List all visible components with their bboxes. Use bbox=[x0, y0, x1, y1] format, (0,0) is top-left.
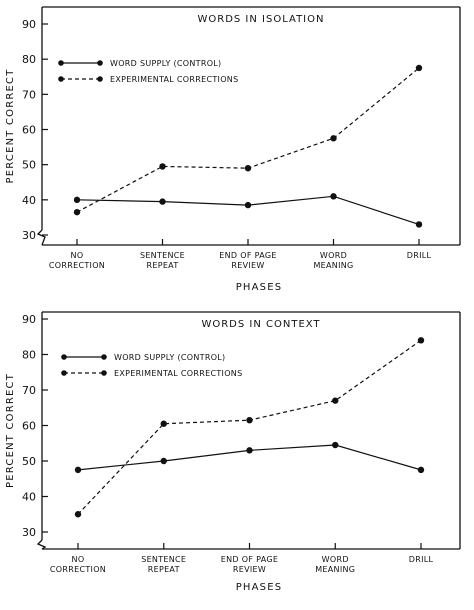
data-point-experimental bbox=[244, 164, 252, 172]
chart-words-in-isolation: 30 40 50 60 70 80 90 NO CORRECTION SENTENCE REPEAT… bbox=[0, 0, 474, 303]
legend-marker bbox=[61, 370, 67, 376]
data-point-control bbox=[160, 457, 167, 465]
x-category-label: REVIEW bbox=[233, 565, 266, 574]
data-point-control bbox=[244, 201, 252, 209]
legend-label: WORD SUPPLY (CONTROL) bbox=[114, 353, 225, 362]
y-tick-label: 50 bbox=[22, 455, 36, 468]
x-category-label: WORD bbox=[320, 251, 347, 260]
legend-marker bbox=[97, 60, 103, 66]
y-tick-label: 40 bbox=[22, 491, 36, 504]
data-point-control bbox=[159, 198, 166, 205]
y-tick-label: 50 bbox=[22, 159, 36, 172]
chart-title: WORDS IN ISOLATION bbox=[198, 14, 325, 25]
data-point-experimental bbox=[73, 208, 81, 216]
legend-marker bbox=[61, 354, 67, 360]
x-category-label: SENTENCE bbox=[141, 555, 186, 564]
data-point-experimental bbox=[415, 64, 423, 72]
series-line-experimental bbox=[77, 339, 422, 515]
x-category-label: MEANING bbox=[313, 261, 353, 270]
x-category-label: DRILL bbox=[409, 555, 434, 564]
data-point-control bbox=[330, 193, 337, 200]
data-point-control bbox=[332, 441, 339, 449]
chart-words-in-context: 30 40 50 60 70 80 90 NO CORRECTION SENTENCE REPEAT… bbox=[0, 303, 474, 606]
x-category-label: CORRECTION bbox=[50, 565, 106, 574]
series-line-experimental bbox=[76, 67, 420, 213]
legend-marker bbox=[97, 76, 103, 82]
legend-label: EXPERIMENTAL CORRECTIONS bbox=[114, 369, 242, 378]
y-axis-break-mark bbox=[36, 229, 46, 246]
y-tick-label: 30 bbox=[22, 229, 36, 242]
x-axis-label: PHASES bbox=[236, 282, 283, 293]
data-point-experimental bbox=[330, 135, 337, 142]
y-tick-label: 80 bbox=[22, 53, 36, 66]
legend-marker bbox=[101, 370, 107, 376]
data-point-experimental bbox=[159, 163, 166, 170]
data-point-experimental bbox=[332, 397, 339, 404]
data-point-control bbox=[415, 221, 423, 228]
y-tick-label: 90 bbox=[22, 18, 36, 31]
y-tick-label: 70 bbox=[22, 384, 36, 397]
x-category-label: SENTENCE bbox=[140, 251, 185, 260]
legend-marker bbox=[101, 354, 107, 360]
x-category-label: NO bbox=[71, 251, 84, 260]
x-category-label: END OF PAGE bbox=[221, 555, 278, 564]
x-category-label: CORRECTION bbox=[49, 261, 105, 270]
y-tick-label: 30 bbox=[22, 526, 36, 539]
x-axis-label: PHASES bbox=[236, 582, 283, 593]
y-tick-label: 40 bbox=[22, 194, 36, 207]
x-category-label: REPEAT bbox=[146, 261, 178, 270]
x-category-label: WORD bbox=[322, 555, 349, 564]
x-category-label: REVIEW bbox=[231, 261, 264, 270]
data-point-control bbox=[417, 466, 425, 474]
x-category-label: MEANING bbox=[315, 565, 355, 574]
y-tick-label: 60 bbox=[22, 420, 36, 433]
data-point-experimental bbox=[246, 416, 253, 424]
series-line-control bbox=[76, 195, 420, 226]
y-axis-label: PERCENT CORRECT bbox=[5, 68, 16, 183]
y-tick-label: 60 bbox=[22, 124, 36, 137]
y-tick-label: 70 bbox=[22, 88, 36, 101]
x-category-label: DRILL bbox=[407, 251, 432, 260]
data-point-control bbox=[246, 447, 253, 454]
data-point-experimental bbox=[417, 337, 425, 344]
x-category-label: NO bbox=[72, 555, 85, 564]
y-tick-label: 80 bbox=[22, 349, 36, 362]
data-point-experimental bbox=[160, 420, 167, 427]
x-category-label: REPEAT bbox=[148, 565, 180, 574]
data-point-experimental bbox=[74, 511, 82, 518]
data-point-control bbox=[74, 466, 82, 474]
legend-marker bbox=[58, 60, 64, 66]
legend-label: EXPERIMENTAL CORRECTIONS bbox=[110, 75, 238, 84]
chart-title: WORDS IN CONTEXT bbox=[201, 319, 320, 330]
x-category-label: END OF PAGE bbox=[219, 251, 276, 260]
data-point-control bbox=[73, 196, 81, 204]
y-axis-label: PERCENT CORRECT bbox=[5, 373, 16, 488]
legend-marker bbox=[58, 76, 64, 82]
y-axis-break-mark bbox=[36, 539, 47, 550]
y-tick-label: 90 bbox=[22, 313, 36, 326]
legend-label: WORD SUPPLY (CONTROL) bbox=[110, 59, 221, 68]
